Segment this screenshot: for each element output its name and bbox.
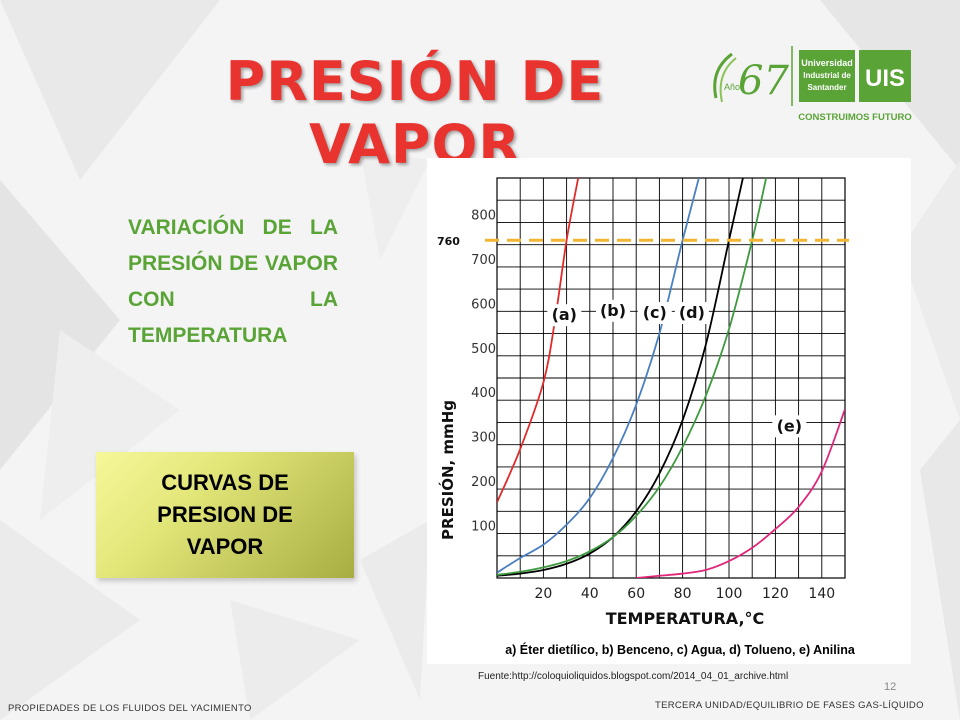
annotation-background xyxy=(596,299,630,322)
logo-text-block xyxy=(799,50,855,102)
footer-unit: TERCERA UNIDAD/EQUILIBRIO DE FASES GAS-L… xyxy=(655,700,924,711)
y-tick-label: 200 xyxy=(471,475,496,490)
logo-line-2: Industrial de xyxy=(803,71,851,80)
x-tick-label: 20 xyxy=(534,586,552,602)
anniversary-number: 67 xyxy=(738,58,789,104)
series-line-c xyxy=(497,178,744,577)
logo-line-1: Universidad xyxy=(801,58,853,68)
annotation-background xyxy=(547,304,582,327)
y-tick-label: 700 xyxy=(471,253,496,268)
x-axis-label: TEMPERATURA,°C xyxy=(606,609,765,628)
curves-label-text: CURVAS DE PRESION DE VAPOR xyxy=(157,470,293,559)
y-tick-label: 300 xyxy=(471,431,496,446)
source-link[interactable]: Fuente:http://coloquioliquidos.blogspot.… xyxy=(478,671,789,682)
series-label: (b) xyxy=(600,301,626,320)
logo-tagline: CONSTRUIMOS FUTURO xyxy=(798,112,911,123)
x-tick-label: 60 xyxy=(627,586,645,602)
annotation-background xyxy=(637,302,672,324)
y-axis-label: PRESIÓN, mmHg xyxy=(438,400,457,540)
y-tick-label: 800 xyxy=(471,208,496,223)
series-label: (a) xyxy=(552,305,577,324)
x-tick-label: 140 xyxy=(808,586,835,602)
university-logo: 67 Años Universidad Industrial de Santan… xyxy=(713,46,912,123)
annotation-background xyxy=(772,415,807,438)
series-line-a xyxy=(497,178,580,503)
x-tick-label: 80 xyxy=(674,586,692,602)
y-tick-label: 500 xyxy=(471,342,496,357)
vapor-pressure-chart: 760 100 200 300 400 500 600 700 800 20 40 60 80 100 1… xyxy=(437,177,849,628)
series-line-b xyxy=(497,178,700,574)
x-tick-label: 120 xyxy=(762,586,789,602)
footer-course: PROPIEDADES DE LOS FLUIDOS DEL YACIMIENT… xyxy=(8,703,252,714)
y-tick-label: 600 xyxy=(471,297,496,312)
x-tick-label: 100 xyxy=(716,586,743,602)
x-tick-label: 40 xyxy=(581,586,599,602)
logo-initials-block xyxy=(859,50,911,102)
logo-line-3: Santander xyxy=(807,83,846,92)
reference-line-label: 760 xyxy=(437,235,460,248)
anniversary-emblem: 67 Años xyxy=(713,52,789,104)
y-tick-label: 400 xyxy=(471,386,496,401)
logo-initials: UIS xyxy=(865,65,905,92)
y-tick-label: 100 xyxy=(471,520,496,535)
chart-caption: a) Éter dietílico, b) Benceno, c) Agua, … xyxy=(505,643,855,657)
slide-subtitle: VARIACIÓN DE LA PRESIÓN DE VAPOR CON LA … xyxy=(128,216,338,347)
series-label: (e) xyxy=(777,416,802,435)
series-label: (c) xyxy=(643,303,667,322)
curves-label-box: CURVAS DE PRESION DE VAPOR xyxy=(96,452,354,578)
anniversary-word: Años xyxy=(724,82,745,92)
series-line-d xyxy=(497,178,767,576)
series-label: (d) xyxy=(679,303,705,322)
page-number: 12 xyxy=(884,681,897,693)
chart-panel: 760 100 200 300 400 500 600 700 800 20 40 60 80 100 1… xyxy=(427,158,911,664)
series-line-e xyxy=(636,408,845,578)
annotation-background xyxy=(674,302,709,324)
